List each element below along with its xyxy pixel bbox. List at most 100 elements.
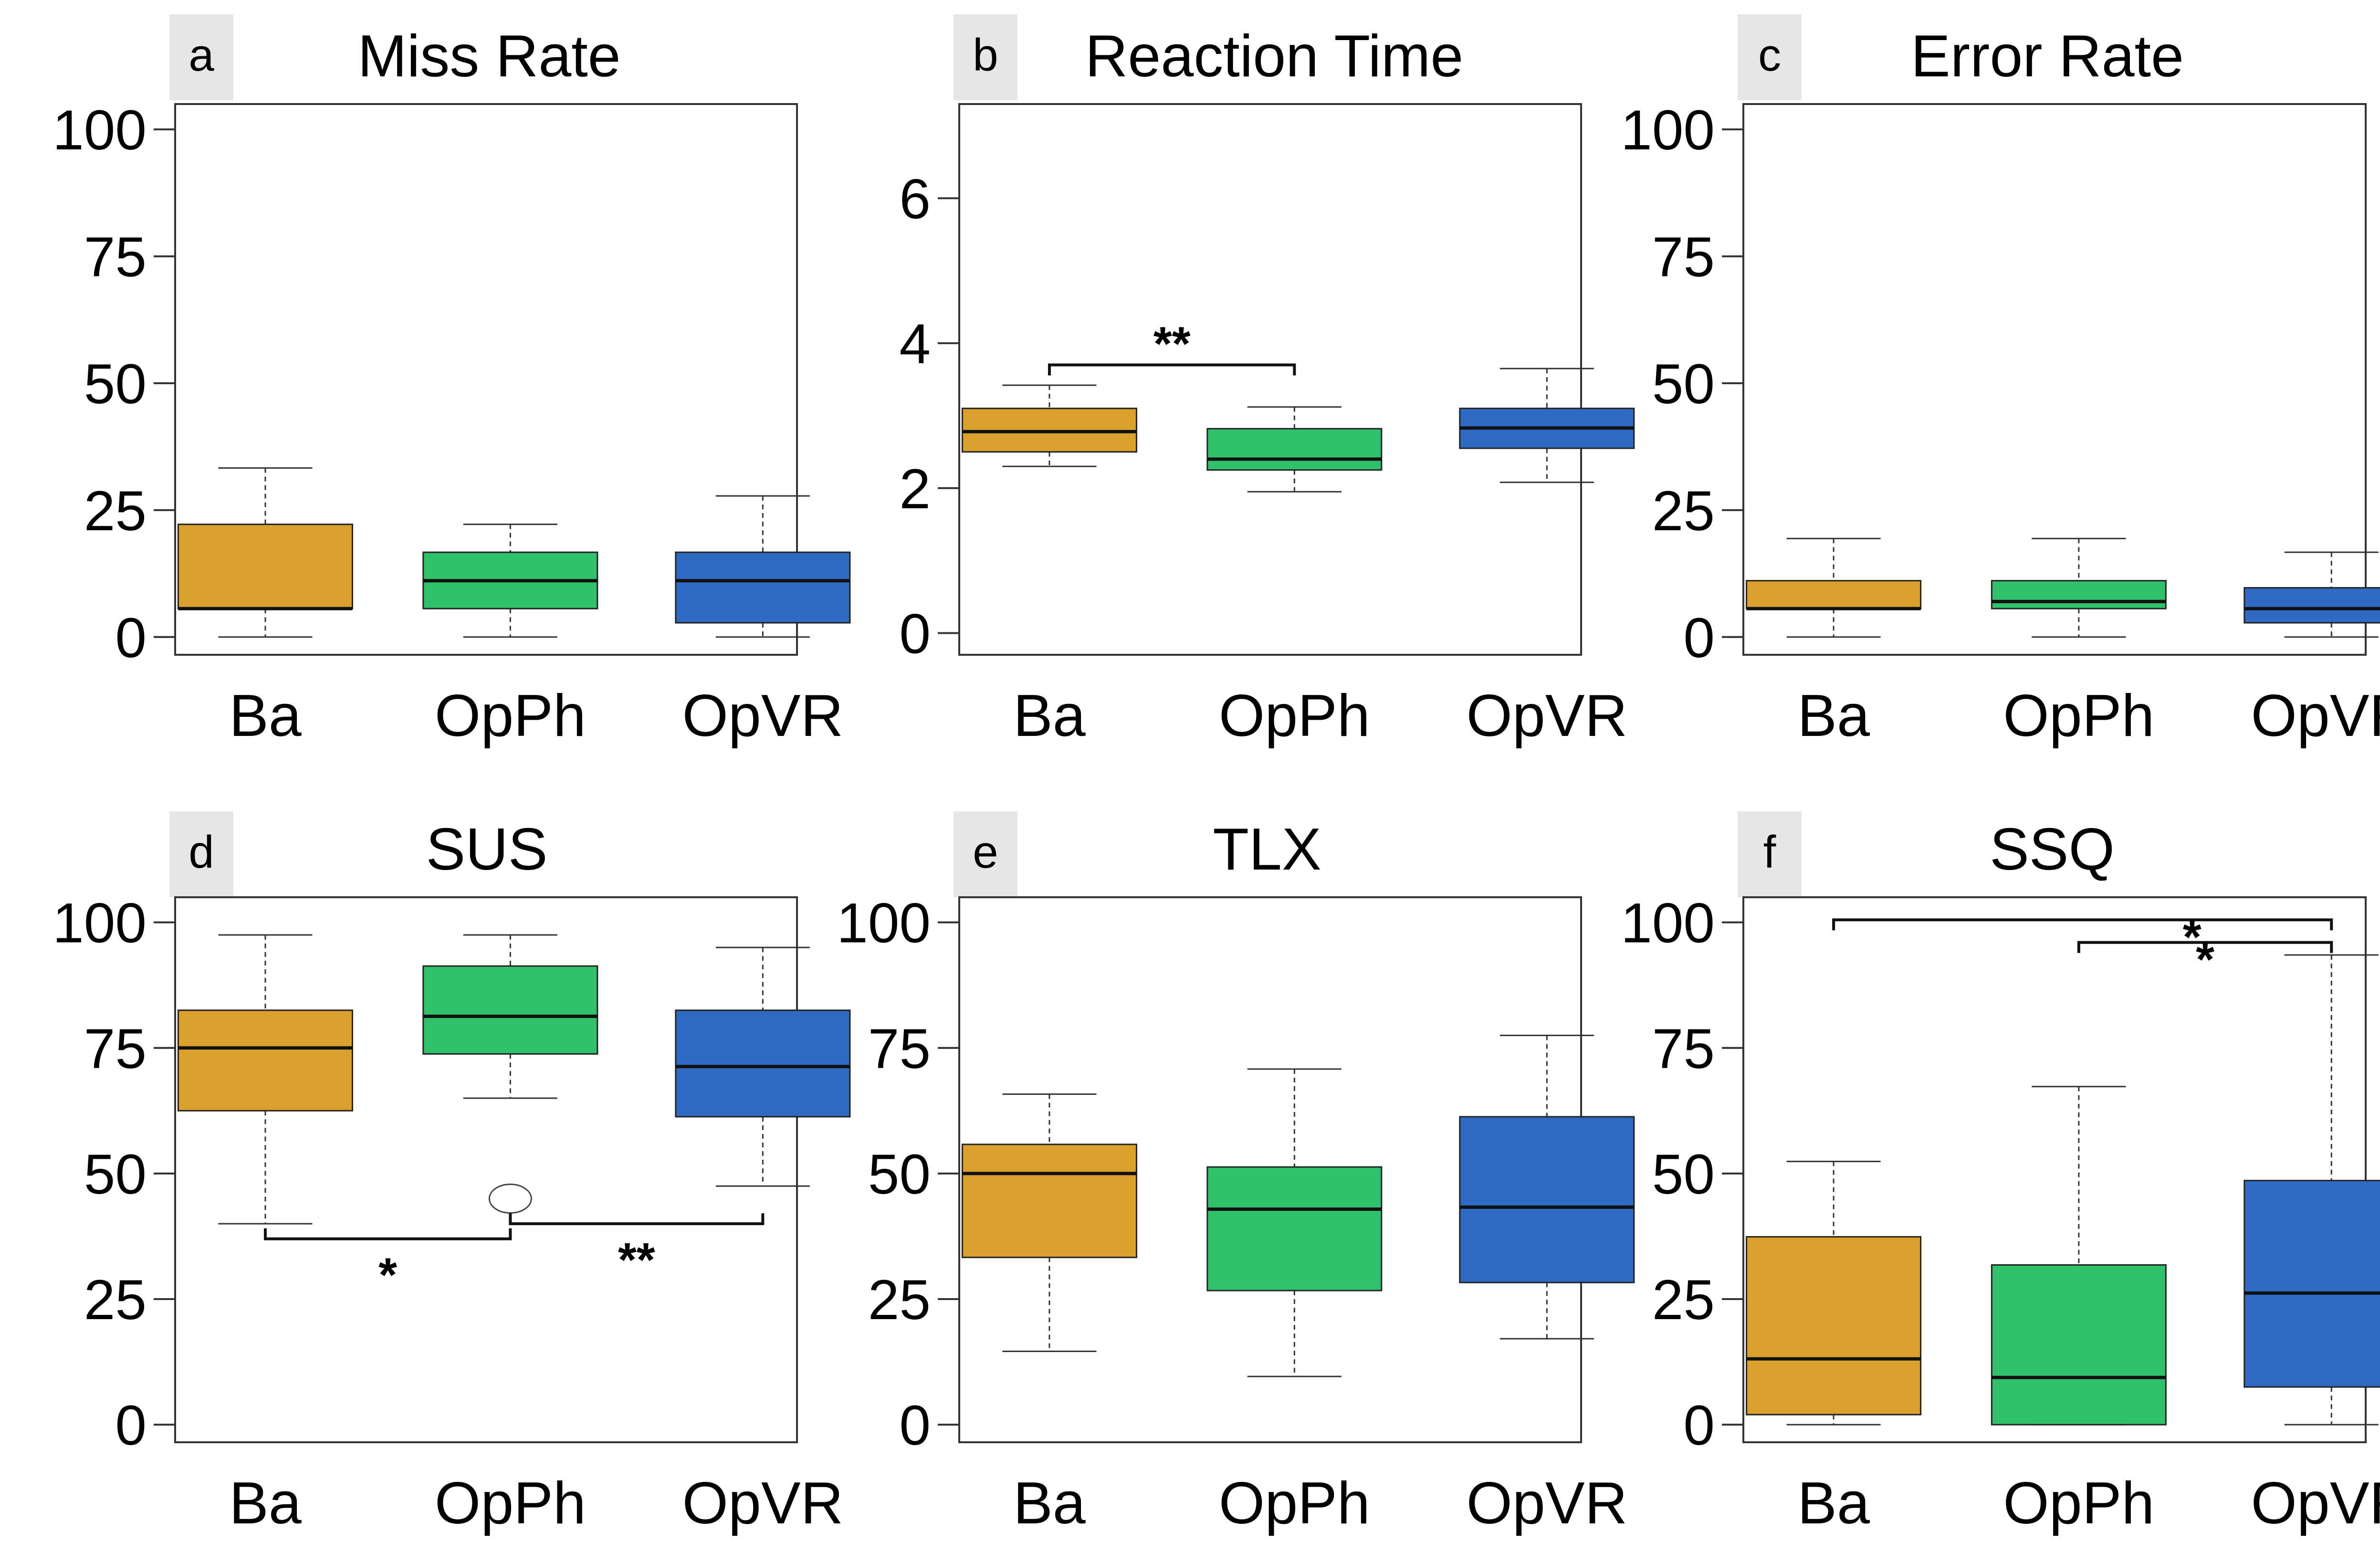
x-tick-label: OpPh [2003,1470,2154,1536]
plot-frame [1742,896,2367,1443]
panel-label-bg [1738,14,1802,100]
y-tick-label: 100 [1621,892,1715,955]
chart-title: Reaction Time [1085,23,1464,89]
panel-label: a [189,30,214,81]
box-body [422,965,598,1055]
panel-label-bg [169,811,233,897]
y-tick-label: 0 [115,1394,147,1457]
panel-label: d [189,827,214,878]
panel-label: c [1758,30,1781,81]
x-tick-label: OpPh [1219,1470,1370,1536]
x-tick-label: Ba [1797,683,1870,749]
x-tick-label: Ba [1013,1470,1086,1536]
panel-label: b [973,30,998,81]
significance-label: ** [1153,317,1191,371]
significance-label: * [2196,933,2214,986]
box-OpPh [422,934,598,1099]
y-tick-label: 50 [1652,1143,1715,1206]
y-tick-label: 50 [868,1143,931,1206]
y-tick-label: 100 [1621,99,1715,162]
outlier-point [488,1184,532,1214]
box-body [961,1143,1137,1259]
chart-title: TLX [1213,817,1321,882]
x-tick-label: OpVR [1466,1470,1627,1536]
plot-frame [174,896,798,1443]
box-Ba [1746,1161,1922,1426]
box-OpVR [2244,954,2380,1426]
box-Ba [1746,537,1922,638]
x-tick-label: Ba [229,1470,302,1536]
x-tick-label: Ba [229,683,302,749]
box-OpVR [1459,367,1635,483]
significance-label: ** [618,1233,655,1287]
x-tick-label: OpVR [2251,1470,2380,1536]
chart-title: Error Rate [1911,23,2184,89]
y-tick-label: 50 [84,1143,147,1206]
panel-e: e TLX 0 25 50 75 100 Ba OpPh OpVR [837,811,1635,1536]
x-tick-label: Ba [1797,1470,1870,1536]
bracket-line [263,1228,512,1240]
bracket-line [1048,363,1296,376]
x-tick-label: Ba [1013,683,1086,749]
panel-a: a Miss Rate 0 25 50 75 100 Ba OpPh OpVR [52,14,851,749]
box-Ba [177,934,353,1225]
x-tick-label: OpPh [435,683,586,749]
y-tick-label: 75 [868,1018,931,1080]
box-body [1746,580,1922,609]
box-OpPh [1206,1068,1383,1377]
panel-label-bg [954,14,1017,100]
y-tick-label: 6 [899,168,931,231]
box-body [177,524,353,609]
significance-bracket: ** [509,1213,765,1287]
significance-bracket: * [1832,910,2333,964]
box-body [1991,580,2167,609]
box-body [177,1009,353,1112]
y-tick-label: 0 [115,607,147,670]
y-tick-label: 50 [1652,353,1715,416]
x-tick-label: OpVR [682,683,843,749]
y-tick-label: 25 [1652,1269,1715,1332]
y-tick-label: 100 [52,892,147,955]
x-tick-label: OpPh [1219,683,1370,749]
box-OpPh [1206,406,1383,493]
box-body [1459,1116,1635,1283]
box-Ba [177,467,353,638]
box-OpVR [675,946,851,1187]
box-OpVR [2244,551,2380,638]
y-tick-label: 25 [84,480,147,543]
y-tick-label: 0 [899,602,931,665]
significance-bracket: * [2077,933,2333,986]
box-Ba [961,384,1137,467]
panel-label: f [1763,827,1776,878]
plot-frame [958,103,1582,656]
x-tick-label: OpVR [2251,683,2380,749]
panel-label-bg [1738,811,1802,897]
panel-b: b Reaction Time 0 2 4 6 Ba OpPh OpVR ** [899,14,1635,749]
box-OpVR [675,495,851,638]
plot-frame [174,103,798,656]
box-body [1991,1264,2167,1426]
y-tick-label: 0 [1683,1394,1715,1457]
y-tick-label: 75 [84,226,147,289]
box-body [1206,1166,1383,1291]
x-tick-label: OpVR [682,1470,843,1536]
box-OpVR [1459,1034,1635,1340]
y-tick-label: 50 [84,353,147,416]
panel-c: c Error Rate 0 25 50 75 100 Ba OpPh OpVR [1621,14,2380,749]
chart-title: Miss Rate [357,23,620,89]
box-OpPh [422,524,598,638]
y-tick-label: 75 [84,1018,147,1080]
y-tick-label: 0 [1683,607,1715,670]
y-tick-label: 100 [837,892,931,955]
significance-label: * [2183,910,2202,964]
y-tick-label: 75 [1652,1018,1715,1080]
chart-title: SSQ [1990,817,2115,882]
y-tick-label: 100 [52,99,147,162]
y-tick-label: 75 [1652,226,1715,289]
significance-bracket: * [263,1228,512,1302]
box-body [675,1009,851,1118]
x-tick-label: OpVR [1466,683,1627,749]
panel-f: f SSQ 0 25 50 75 100 Ba OpPh OpVR ** [1621,811,2380,1536]
